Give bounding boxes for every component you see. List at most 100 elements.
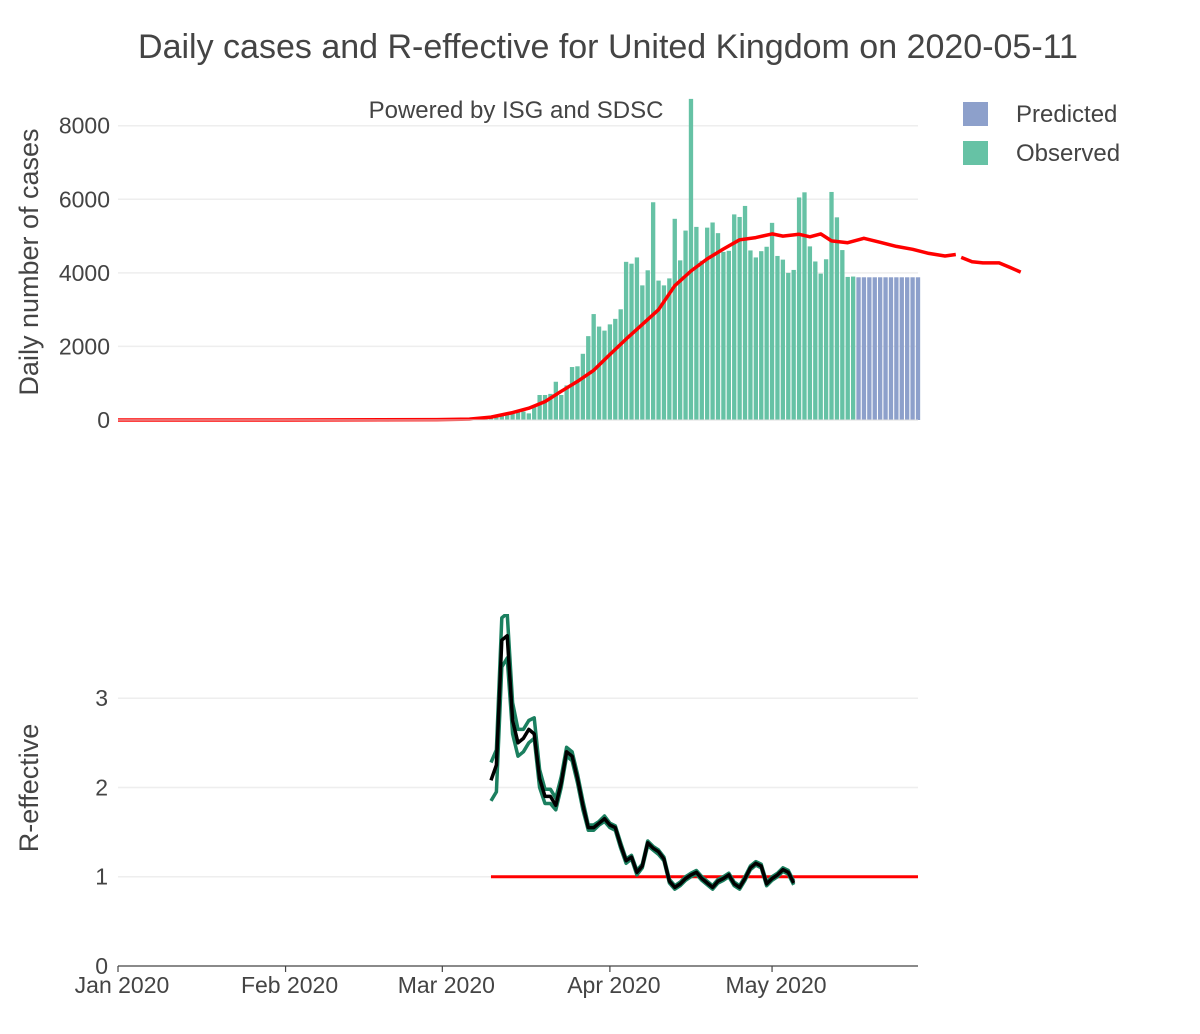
- x-tick-label: May 2020: [726, 972, 827, 998]
- predicted-bar: [883, 277, 888, 420]
- r-y-axis: 0 1 2 3: [95, 685, 108, 979]
- observed-bar: [683, 230, 688, 420]
- observed-bar: [629, 263, 634, 420]
- cases-y-tick-label: 2000: [59, 333, 110, 359]
- observed-bar: [796, 197, 802, 420]
- observed-bar: [645, 270, 650, 420]
- legend-label-observed[interactable]: Observed: [1016, 140, 1120, 167]
- r-lower-line: [489, 656, 796, 891]
- smoothed-cases-line: [118, 232, 957, 422]
- observed-bar: [678, 260, 683, 420]
- observed-bar: [699, 260, 704, 420]
- r-y-tick-label: 0: [95, 953, 108, 979]
- observed-bar: [650, 202, 656, 420]
- observed-bar: [494, 417, 499, 420]
- observed-bar: [759, 251, 764, 420]
- observed-bar: [780, 259, 786, 420]
- predicted-bar: [910, 277, 915, 420]
- observed-bar: [726, 250, 731, 420]
- observed-bar: [553, 381, 558, 420]
- observed-bar: [526, 413, 531, 420]
- observed-bar: [672, 218, 677, 420]
- legend-swatch-observed[interactable]: [963, 141, 988, 165]
- observed-bar: [640, 285, 645, 420]
- observed-bar: [823, 259, 829, 420]
- predicted-bar: [861, 277, 867, 420]
- predicted-bar: [899, 277, 904, 420]
- r-mean-line: [489, 633, 796, 890]
- observed-bar: [791, 269, 796, 420]
- chart-title: Daily cases and R-effective for United K…: [138, 28, 1078, 66]
- cases-y-axis: 0 2000 4000 6000 8000: [59, 113, 918, 433]
- cases-smoothed: [118, 232, 1022, 422]
- observed-bar: [580, 353, 586, 420]
- observed-bar: [748, 250, 753, 420]
- observed-bar: [813, 261, 818, 420]
- legend-label-predicted[interactable]: Predicted: [1016, 101, 1117, 128]
- observed-bar: [515, 410, 521, 420]
- cases-y-tick-label: 8000: [59, 113, 110, 139]
- r-y-tick-label: 3: [95, 685, 108, 711]
- observed-bar: [705, 227, 710, 420]
- observed-bar: [834, 217, 840, 420]
- observed-bar: [548, 393, 553, 420]
- x-tick-label: Feb 2020: [241, 972, 338, 998]
- cases-y-tick-label: 4000: [59, 260, 110, 286]
- x-tick-label: Mar 2020: [398, 972, 495, 998]
- predicted-bar: [894, 277, 899, 420]
- observed-bar: [591, 314, 596, 420]
- observed-bar: [586, 336, 591, 420]
- x-axis: Jan 2020 Feb 2020 Mar 2020 Apr 2020 May 2020: [75, 965, 918, 998]
- observed-bar: [532, 405, 537, 420]
- observed-bar: [818, 273, 823, 420]
- observed-bar: [505, 414, 510, 420]
- r-y-axis-label: R-effective: [14, 724, 44, 853]
- observed-bar: [602, 330, 607, 420]
- observed-bar: [521, 411, 526, 420]
- predicted-bar: [878, 277, 883, 420]
- smoothed-forecast-line: [960, 255, 1022, 274]
- cases-bars: [467, 98, 921, 421]
- observed-bar: [737, 216, 742, 420]
- predicted-bar: [856, 277, 861, 420]
- observed-bar: [661, 285, 667, 420]
- observed-bar: [613, 318, 618, 420]
- observed-bar: [694, 226, 699, 420]
- observed-bar: [667, 278, 672, 420]
- predicted-bar: [905, 277, 910, 420]
- observed-bar: [753, 257, 758, 420]
- observed-bar: [840, 250, 845, 420]
- observed-bar: [537, 394, 542, 420]
- observed-bar: [775, 255, 780, 420]
- powered-by-annotation: Powered by ISG and SDSC: [369, 97, 664, 124]
- observed-bar: [742, 205, 748, 420]
- observed-bar: [542, 394, 548, 420]
- observed-bar: [764, 246, 769, 420]
- predicted-bar: [888, 277, 894, 420]
- observed-bar: [845, 276, 850, 420]
- r-lines: [489, 614, 918, 891]
- legend-swatch-predicted[interactable]: [963, 102, 988, 126]
- observed-bar: [786, 272, 791, 420]
- cases-y-tick-label: 0: [97, 407, 110, 433]
- observed-bar: [607, 324, 613, 420]
- observed-bar: [634, 257, 640, 420]
- r-y-tick-label: 2: [95, 774, 108, 800]
- r-y-tick-label: 1: [95, 864, 108, 890]
- observed-bar: [569, 367, 575, 420]
- observed-bar: [710, 222, 715, 420]
- predicted-bar: [867, 277, 872, 420]
- observed-bar: [564, 385, 569, 420]
- observed-bar: [596, 326, 602, 420]
- observed-bar: [829, 191, 834, 420]
- cases-y-axis-label: Daily number of cases: [14, 128, 44, 395]
- observed-bar: [618, 309, 623, 420]
- predicted-bar: [872, 277, 877, 420]
- observed-bar: [499, 415, 504, 420]
- observed-bar: [559, 394, 564, 420]
- x-tick-label: Apr 2020: [567, 972, 660, 998]
- observed-bar: [688, 98, 694, 421]
- cases-y-tick-label: 6000: [59, 186, 110, 212]
